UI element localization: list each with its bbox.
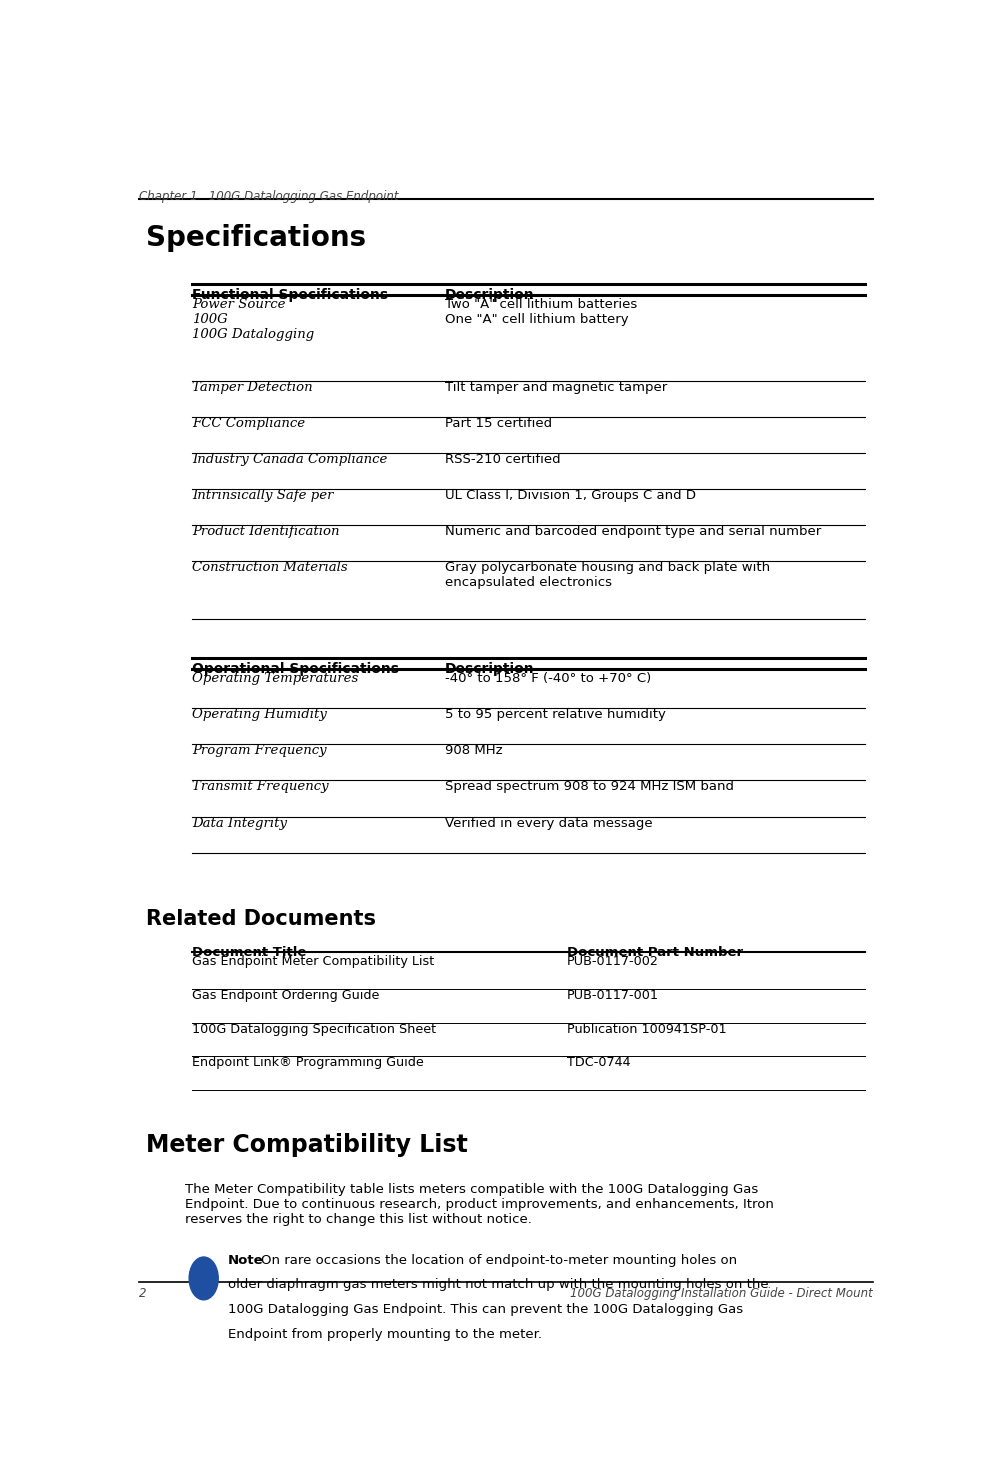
Text: i: i (201, 1268, 205, 1282)
Text: Operating Humidity: Operating Humidity (192, 708, 326, 721)
Text: Transmit Frequency: Transmit Frequency (192, 780, 328, 793)
Text: Numeric and barcoded endpoint type and serial number: Numeric and barcoded endpoint type and s… (444, 525, 820, 538)
Text: Power Source
100G
100G Datalogging: Power Source 100G 100G Datalogging (192, 298, 315, 341)
Text: FCC Compliance: FCC Compliance (192, 417, 305, 430)
Text: Industry Canada Compliance: Industry Canada Compliance (192, 452, 387, 465)
Text: Endpoint Link® Programming Guide: Endpoint Link® Programming Guide (192, 1056, 424, 1069)
Text: Endpoint from properly mounting to the meter.: Endpoint from properly mounting to the m… (228, 1328, 541, 1342)
Text: Chapter 1   100G Datalogging Gas Endpoint: Chapter 1 100G Datalogging Gas Endpoint (138, 190, 397, 203)
Text: Product Identification: Product Identification (192, 525, 339, 538)
Text: Gray polycarbonate housing and back plate with
encapsulated electronics: Gray polycarbonate housing and back plat… (444, 560, 769, 588)
Text: Publication 100941SP-01: Publication 100941SP-01 (566, 1023, 726, 1036)
Text: Part 15 certified: Part 15 certified (444, 417, 551, 430)
Text: 100G Datalogging Installation Guide - Direct Mount: 100G Datalogging Installation Guide - Di… (570, 1287, 873, 1301)
Text: Document Title: Document Title (192, 947, 307, 960)
Text: Gas Endpoint Meter Compatibility List: Gas Endpoint Meter Compatibility List (192, 955, 434, 969)
Text: Operating Temperatures: Operating Temperatures (192, 673, 358, 685)
Text: Meter Compatibility List: Meter Compatibility List (146, 1134, 467, 1157)
Text: -40° to 158° F (-40° to +70° C): -40° to 158° F (-40° to +70° C) (444, 673, 650, 685)
Text: RSS-210 certified: RSS-210 certified (444, 452, 560, 465)
Text: 100G Datalogging Specification Sheet: 100G Datalogging Specification Sheet (192, 1023, 436, 1036)
Text: 100G Datalogging Gas Endpoint. This can prevent the 100G Datalogging Gas: 100G Datalogging Gas Endpoint. This can … (228, 1304, 742, 1317)
Text: UL Class I, Division 1, Groups C and D: UL Class I, Division 1, Groups C and D (444, 489, 695, 502)
Text: TDC-0744: TDC-0744 (566, 1056, 630, 1069)
Text: Intrinsically Safe per: Intrinsically Safe per (192, 489, 333, 502)
Text: The Meter Compatibility table lists meters compatible with the 100G Datalogging : The Meter Compatibility table lists mete… (184, 1182, 773, 1226)
Text: 2: 2 (138, 1287, 146, 1301)
Text: Tamper Detection: Tamper Detection (192, 380, 313, 394)
Text: Document Part Number: Document Part Number (566, 947, 742, 960)
Text: Data Integrity: Data Integrity (192, 816, 287, 830)
Text: PUB-0117-002: PUB-0117-002 (566, 955, 659, 969)
Text: 908 MHz: 908 MHz (444, 745, 502, 758)
Text: Functional Specifications: Functional Specifications (192, 288, 387, 303)
Text: Description: Description (444, 663, 533, 676)
Text: PUB-0117-001: PUB-0117-001 (566, 989, 659, 1002)
Text: Related Documents: Related Documents (146, 909, 376, 929)
Text: Verified in every data message: Verified in every data message (444, 816, 652, 830)
Text: Description: Description (444, 288, 533, 303)
Text: Two "A" cell lithium batteries
One "A" cell lithium battery: Two "A" cell lithium batteries One "A" c… (444, 298, 636, 326)
Text: Specifications: Specifications (146, 224, 366, 252)
Text: Construction Materials: Construction Materials (192, 560, 347, 573)
Text: Spread spectrum 908 to 924 MHz ISM band: Spread spectrum 908 to 924 MHz ISM band (444, 780, 733, 793)
Text: On rare occasions the location of endpoint-to-meter mounting holes on: On rare occasions the location of endpoi… (260, 1254, 737, 1267)
Text: Tilt tamper and magnetic tamper: Tilt tamper and magnetic tamper (444, 380, 667, 394)
Circle shape (189, 1257, 218, 1299)
Text: Operational Specifications: Operational Specifications (192, 663, 398, 676)
Text: Gas Endpoint Ordering Guide: Gas Endpoint Ordering Guide (192, 989, 380, 1002)
Text: Program Frequency: Program Frequency (192, 745, 326, 758)
Text: older diaphragm gas meters might not match up with the mounting holes on the: older diaphragm gas meters might not mat… (228, 1279, 768, 1292)
Text: Note: Note (228, 1254, 263, 1267)
Text: 5 to 95 percent relative humidity: 5 to 95 percent relative humidity (444, 708, 665, 721)
